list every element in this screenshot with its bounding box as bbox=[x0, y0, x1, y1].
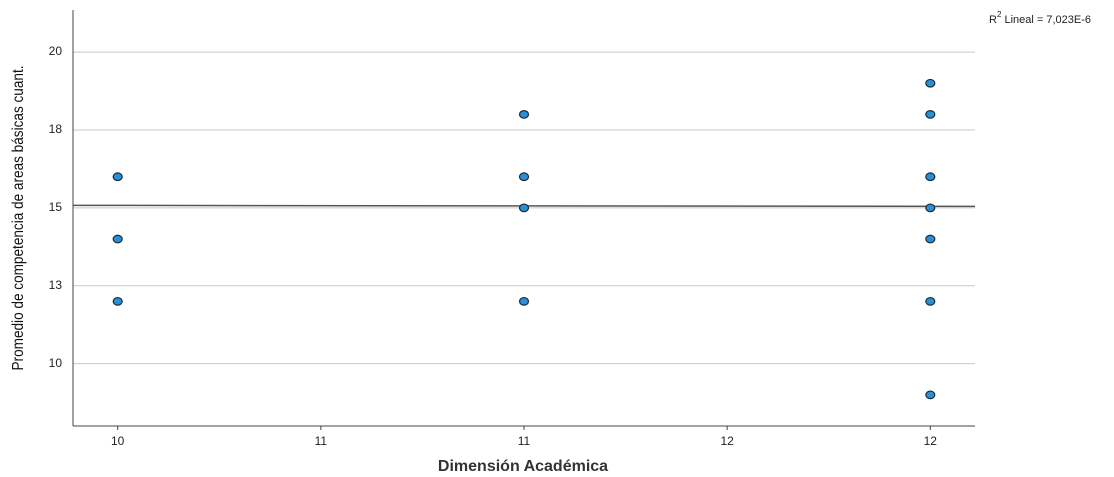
point bbox=[518, 296, 530, 306]
point bbox=[112, 172, 123, 182]
r2-annotation: R2 Lineal = 7,023E-6 bbox=[989, 10, 1091, 26]
point bbox=[925, 172, 936, 182]
point bbox=[518, 172, 530, 182]
x-tick-label: 11 bbox=[518, 434, 531, 448]
x-tick-label: 11 bbox=[315, 434, 328, 448]
point bbox=[925, 296, 936, 306]
point bbox=[112, 234, 123, 244]
y-tick-label: 10 bbox=[49, 356, 63, 370]
point bbox=[925, 390, 936, 400]
point bbox=[518, 203, 530, 213]
y-tick-label: 18 bbox=[49, 122, 63, 136]
y-tick-label: 13 bbox=[49, 278, 63, 292]
x-axis-label: Dimensión Académica bbox=[438, 458, 608, 475]
x-tick-label: 12 bbox=[924, 434, 938, 448]
point bbox=[518, 109, 530, 119]
point bbox=[925, 234, 936, 244]
y-tick-label: 20 bbox=[49, 44, 63, 58]
y-axis-label: Promedio de competencia de areas básicas… bbox=[10, 65, 27, 370]
point bbox=[925, 203, 936, 213]
y-tick-label: 15 bbox=[49, 200, 63, 214]
point bbox=[112, 296, 123, 306]
point bbox=[925, 109, 936, 119]
x-tick-label: 12 bbox=[720, 434, 734, 448]
point bbox=[925, 78, 936, 88]
x-tick-label: 10 bbox=[111, 434, 125, 448]
